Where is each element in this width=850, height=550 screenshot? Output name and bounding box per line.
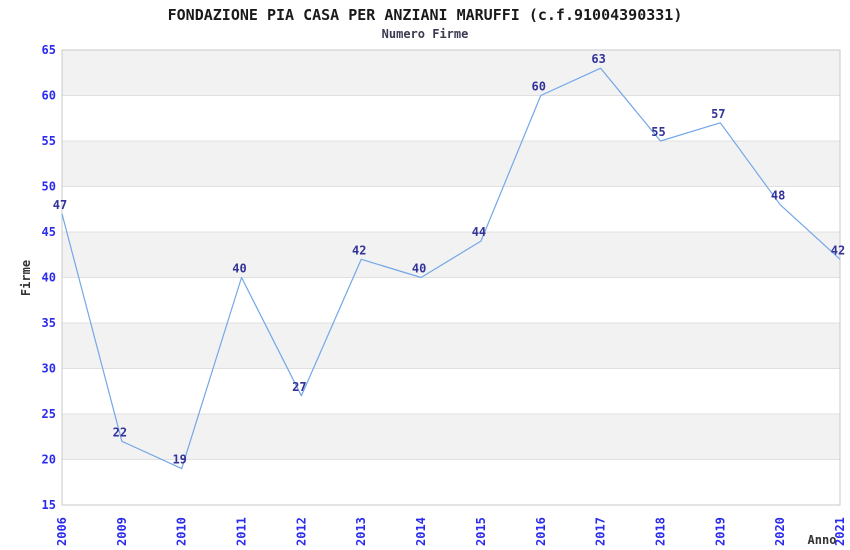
x-tick-label: 2021 [833,517,847,546]
x-tick-label: 2016 [534,517,548,546]
point-label: 44 [472,225,486,239]
point-label: 40 [232,262,246,276]
chart-title: FONDAZIONE PIA CASA PER ANZIANI MARUFFI … [167,6,683,24]
x-tick-label: 2017 [594,517,608,546]
point-label: 60 [532,80,546,94]
point-label: 22 [113,425,127,439]
x-tick-label: 2010 [175,517,189,546]
y-tick-label: 40 [42,271,56,285]
y-tick-label: 60 [42,89,56,103]
y-tick-label: 50 [42,180,56,194]
series-line [61,67,841,470]
x-tick-label: 2020 [773,517,787,546]
y-tick-label: 65 [42,43,56,57]
x-tick-label: 2018 [653,517,667,546]
y-tick-label: 25 [42,407,56,421]
x-axis-tick-labels: 2006 2009 2010 2011 2012 2013 2014 2015 2016 2017… [55,517,847,546]
x-tick-label: 2015 [474,517,488,546]
x-axis-title: Anno [808,533,837,547]
x-tick-label: 2019 [713,517,727,546]
y-tick-label: 15 [42,498,56,512]
x-tick-label: 2012 [294,517,308,546]
point-label: 42 [831,243,845,257]
y-tick-label: 45 [42,225,56,239]
y-tick-label: 35 [42,316,56,330]
point-label: 48 [771,189,785,203]
x-tick-label: 2009 [115,517,129,546]
point-label: 47 [53,198,67,212]
zebra-bands [62,50,840,460]
point-label: 55 [651,125,665,139]
zebra-band [62,141,840,187]
y-tick-label: 30 [42,362,56,376]
y-tick-label: 55 [42,134,56,148]
point-label: 63 [591,52,605,66]
point-label: 42 [352,243,366,257]
x-tick-label: 2013 [354,517,368,546]
plot-border [61,49,841,506]
point-label: 19 [172,453,186,467]
x-tick-label: 2011 [235,517,249,546]
y-axis-title: Firme [19,260,33,296]
y-tick-label: 20 [42,453,56,467]
gridlines [62,95,840,460]
point-label: 40 [412,262,426,276]
zebra-band [62,50,840,96]
x-tick-label: 2006 [55,517,69,546]
chart-subtitle: Numero Firme [381,27,469,41]
x-tick-label: 2014 [414,517,428,546]
zebra-band [62,323,840,369]
zebra-band [62,232,840,278]
point-label: 27 [292,380,306,394]
point-labels: 47 22 19 40 27 42 40 44 60 63 55 57 48 42 [53,52,845,466]
y-axis-tick-labels: 15 20 25 30 35 40 45 50 55 60 65 [42,43,56,512]
point-label: 57 [711,107,725,121]
